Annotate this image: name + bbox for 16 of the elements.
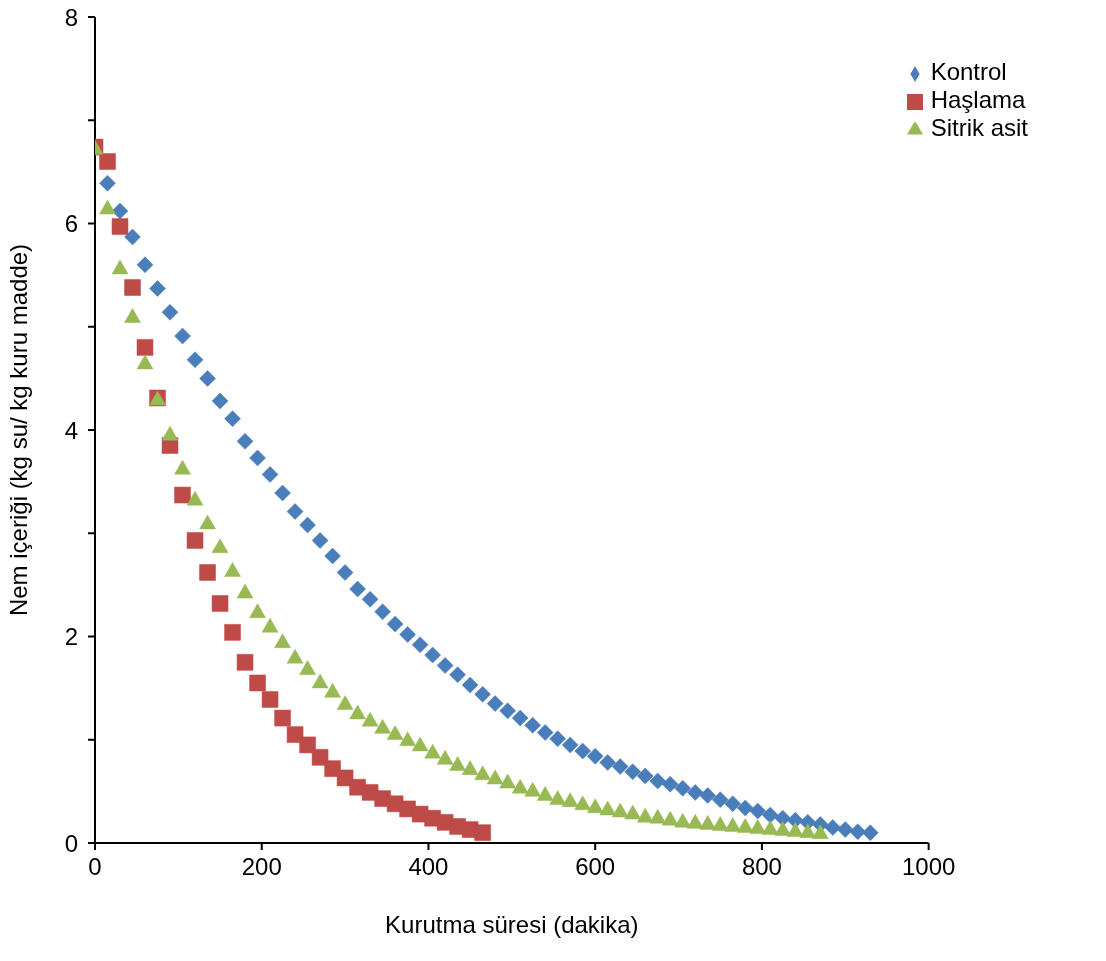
y-tick-label: 8 [64, 3, 78, 31]
y-axis-title: Nem içeriği (kg su/ kg kuru madde) [4, 243, 32, 617]
x-tick-label: 1000 [901, 853, 956, 881]
legend-label: Haşlama [930, 86, 1026, 113]
x-tick-label: 800 [741, 853, 782, 881]
x-tick-label: 200 [241, 853, 282, 881]
y-tick-label: 2 [64, 623, 78, 651]
x-tick-label: 0 [88, 853, 102, 881]
y-tick-label: 4 [64, 416, 78, 444]
legend-label: Sitrik asit [930, 114, 1028, 141]
x-axis-title: Kurutma süresi (dakika) [385, 911, 639, 938]
x-tick-label: 600 [575, 853, 616, 881]
y-tick-label: 6 [64, 210, 78, 238]
y-tick-label: 0 [64, 829, 78, 857]
legend-label: Kontrol [930, 58, 1007, 85]
x-tick-label: 400 [408, 853, 449, 881]
